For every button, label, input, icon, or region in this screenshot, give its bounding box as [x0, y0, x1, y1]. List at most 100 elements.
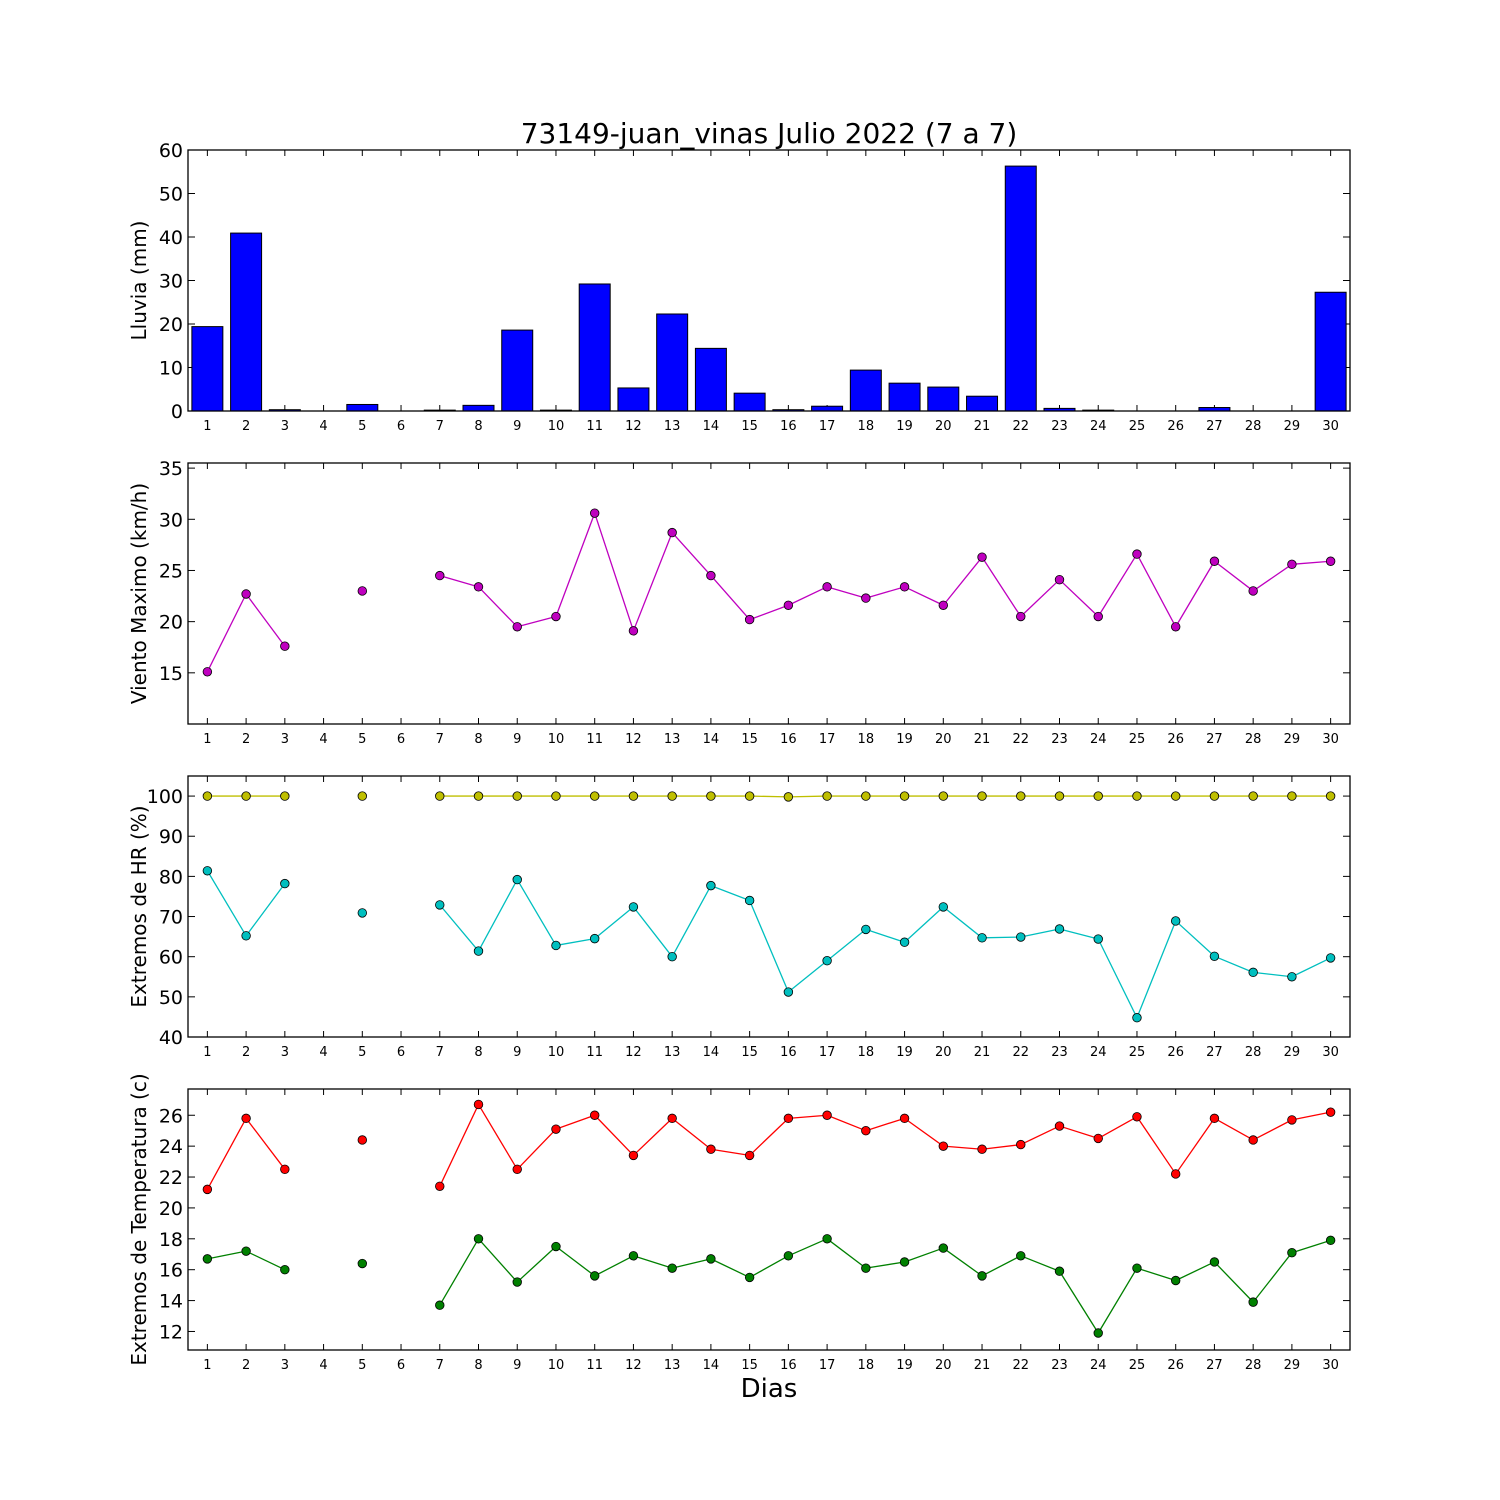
data-point	[899, 1257, 910, 1267]
data-point	[241, 1113, 251, 1124]
y-tick-label: 100	[147, 786, 183, 808]
y-tick-label: 50	[159, 184, 183, 206]
data-point	[280, 1164, 290, 1175]
data-point	[822, 1234, 832, 1244]
x-tick-label: 25	[1129, 1358, 1146, 1373]
data-point	[1054, 924, 1065, 934]
data-point	[899, 791, 910, 801]
x-tick-label: 16	[780, 1358, 797, 1373]
y-tick-label: 40	[159, 227, 183, 249]
y-tick-label: 15	[159, 663, 183, 685]
data-point	[744, 895, 755, 906]
data-point	[938, 1243, 949, 1253]
x-tick-label: 29	[1284, 1045, 1301, 1060]
data-point	[1132, 791, 1142, 801]
data-point	[667, 951, 677, 962]
series-line-segment	[710, 1258, 750, 1279]
data-point	[473, 582, 484, 592]
series-line-segment	[1059, 928, 1099, 940]
x-axis-label: Dias	[741, 1374, 798, 1404]
series-line-segment	[594, 906, 634, 940]
data-point	[1248, 791, 1258, 801]
data-point	[1170, 1275, 1181, 1286]
data-point	[590, 933, 600, 944]
data-point	[822, 1110, 832, 1120]
y-tick-label: 20	[159, 1198, 183, 1220]
data-point	[590, 508, 600, 518]
y-tick-label: 20	[159, 612, 183, 634]
data-point	[938, 1141, 949, 1151]
data-point	[280, 641, 290, 651]
y-tick-label: 60	[159, 947, 183, 969]
data-point	[1016, 1251, 1026, 1261]
data-point	[1325, 1107, 1336, 1117]
data-point	[473, 1234, 484, 1244]
series-line-segment	[710, 885, 750, 902]
x-tick-label: 4	[319, 732, 327, 747]
series-line-segment	[594, 512, 635, 632]
series-line-segment	[594, 1255, 634, 1277]
series-line-segment	[1214, 1117, 1254, 1141]
x-tick-label: 29	[1284, 419, 1301, 434]
series-line-segment	[1020, 928, 1060, 938]
data-point	[1054, 1266, 1065, 1276]
series-line-segment	[671, 532, 712, 577]
series-line-segment	[1175, 920, 1215, 957]
data-point	[1209, 556, 1220, 566]
y-tick-label: 70	[159, 907, 183, 929]
x-tick-label: 20	[935, 1358, 952, 1373]
series-line-segment	[1252, 1119, 1293, 1141]
series-line-segment	[478, 586, 518, 628]
series-line-segment	[826, 586, 867, 599]
data-point	[1325, 953, 1336, 963]
data-point	[899, 937, 910, 947]
data-point	[861, 1263, 871, 1273]
series-line-segment	[555, 512, 596, 617]
y-tick-label: 22	[159, 1167, 183, 1189]
data-point	[938, 791, 949, 801]
x-tick-label: 30	[1322, 1358, 1339, 1373]
data-point	[1209, 951, 1220, 961]
x-tick-label: 30	[1322, 419, 1339, 434]
series-line-segment	[826, 1114, 867, 1132]
data-point	[512, 791, 522, 801]
y-axis-label: Viento Maximo (km/h)	[127, 483, 151, 704]
x-tick-label: 7	[436, 1358, 444, 1373]
data-point	[977, 1144, 987, 1154]
data-point	[202, 866, 213, 876]
x-tick-label: 18	[858, 419, 875, 434]
series-line-segment	[1059, 1125, 1099, 1140]
x-tick-label: 8	[474, 1358, 482, 1373]
y-tick-label: 60	[159, 140, 183, 162]
series-line-segment	[981, 556, 1022, 617]
data-point	[551, 1124, 561, 1134]
data-point	[899, 582, 910, 592]
data-point	[822, 582, 832, 592]
series-line-segment	[516, 1128, 557, 1170]
data-point	[783, 1251, 794, 1261]
data-point	[435, 791, 445, 801]
series-line-segment	[904, 906, 944, 943]
series-line-segment	[206, 593, 247, 673]
series-line-segment	[477, 1104, 518, 1170]
x-tick-label: 19	[896, 419, 913, 434]
data-point	[667, 1263, 677, 1273]
data-point	[1093, 611, 1103, 622]
data-point	[1132, 1013, 1142, 1023]
x-tick-label: 26	[1167, 732, 1184, 747]
x-tick-label: 27	[1206, 732, 1223, 747]
x-tick-label: 23	[1051, 1045, 1068, 1060]
data-point	[744, 1272, 755, 1283]
x-tick-label: 19	[896, 732, 913, 747]
data-point	[357, 1258, 368, 1269]
x-tick-label: 17	[819, 1358, 836, 1373]
bar	[617, 387, 650, 412]
data-point	[899, 1113, 910, 1124]
data-point	[706, 570, 716, 581]
data-point	[280, 878, 290, 889]
bar	[346, 403, 379, 412]
x-tick-label: 18	[858, 1045, 875, 1060]
series-line-segment	[439, 1238, 480, 1306]
x-tick-label: 24	[1090, 1045, 1107, 1060]
